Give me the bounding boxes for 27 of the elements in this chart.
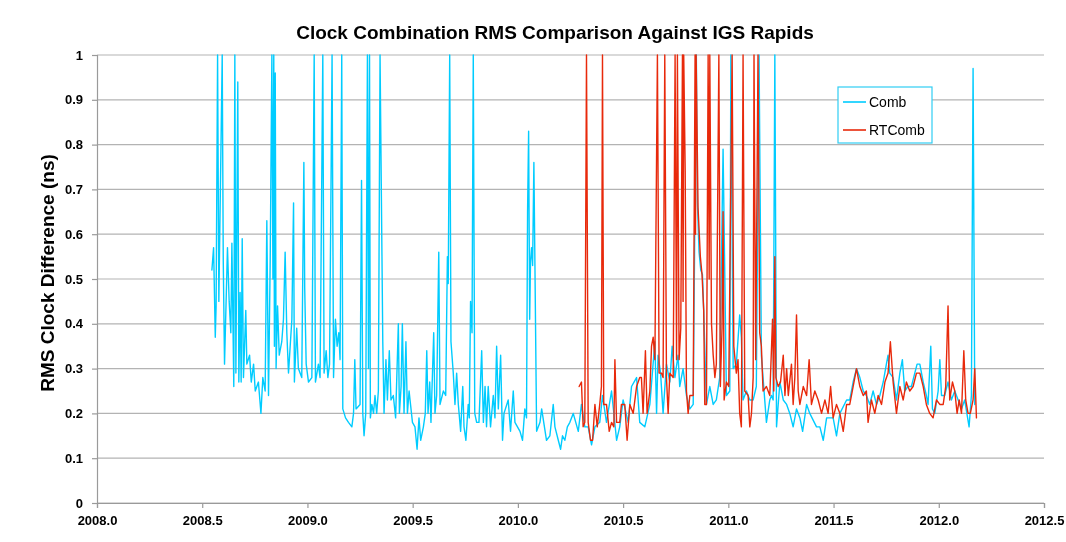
x-tick-label: 2009.0 [288,513,328,529]
x-tick-label: 2010.5 [603,513,644,529]
legend-label: RTComb [869,122,925,138]
y-axis-title: RMS Clock Difference (ns) [37,154,58,392]
x-tick-label: 2012.0 [919,513,960,529]
x-tick-label: 2011.5 [814,513,854,529]
x-tick-label: 2009.5 [393,513,434,529]
line-series [578,54,978,441]
y-tick-label: 1 [75,47,83,63]
y-tick-label: 0.9 [64,92,83,108]
legend-label: Comb [869,94,907,110]
x-tick-label: 2011.0 [709,513,749,529]
y-tick-label: 0.3 [64,361,83,377]
line-series [211,54,976,450]
x-tick-label: 2010.0 [498,513,539,529]
y-tick-label: 0.4 [64,316,84,332]
y-tick-label: 0.1 [64,450,83,466]
y-tick-label: 0.2 [64,406,83,422]
x-tick-label: 2008.0 [77,513,118,529]
y-tick-label: 0.6 [64,226,83,242]
chart-title: Clock Combination RMS Comparison Against IGS Rapids [296,22,814,43]
x-tick-label: 2012.5 [1024,513,1065,529]
y-tick-label: 0.5 [64,271,83,287]
y-tick-label: 0.8 [64,137,83,153]
x-tick-label: 2008.5 [182,513,223,529]
y-tick-label: 0.7 [64,182,83,198]
y-tick-label: 0 [75,495,83,511]
